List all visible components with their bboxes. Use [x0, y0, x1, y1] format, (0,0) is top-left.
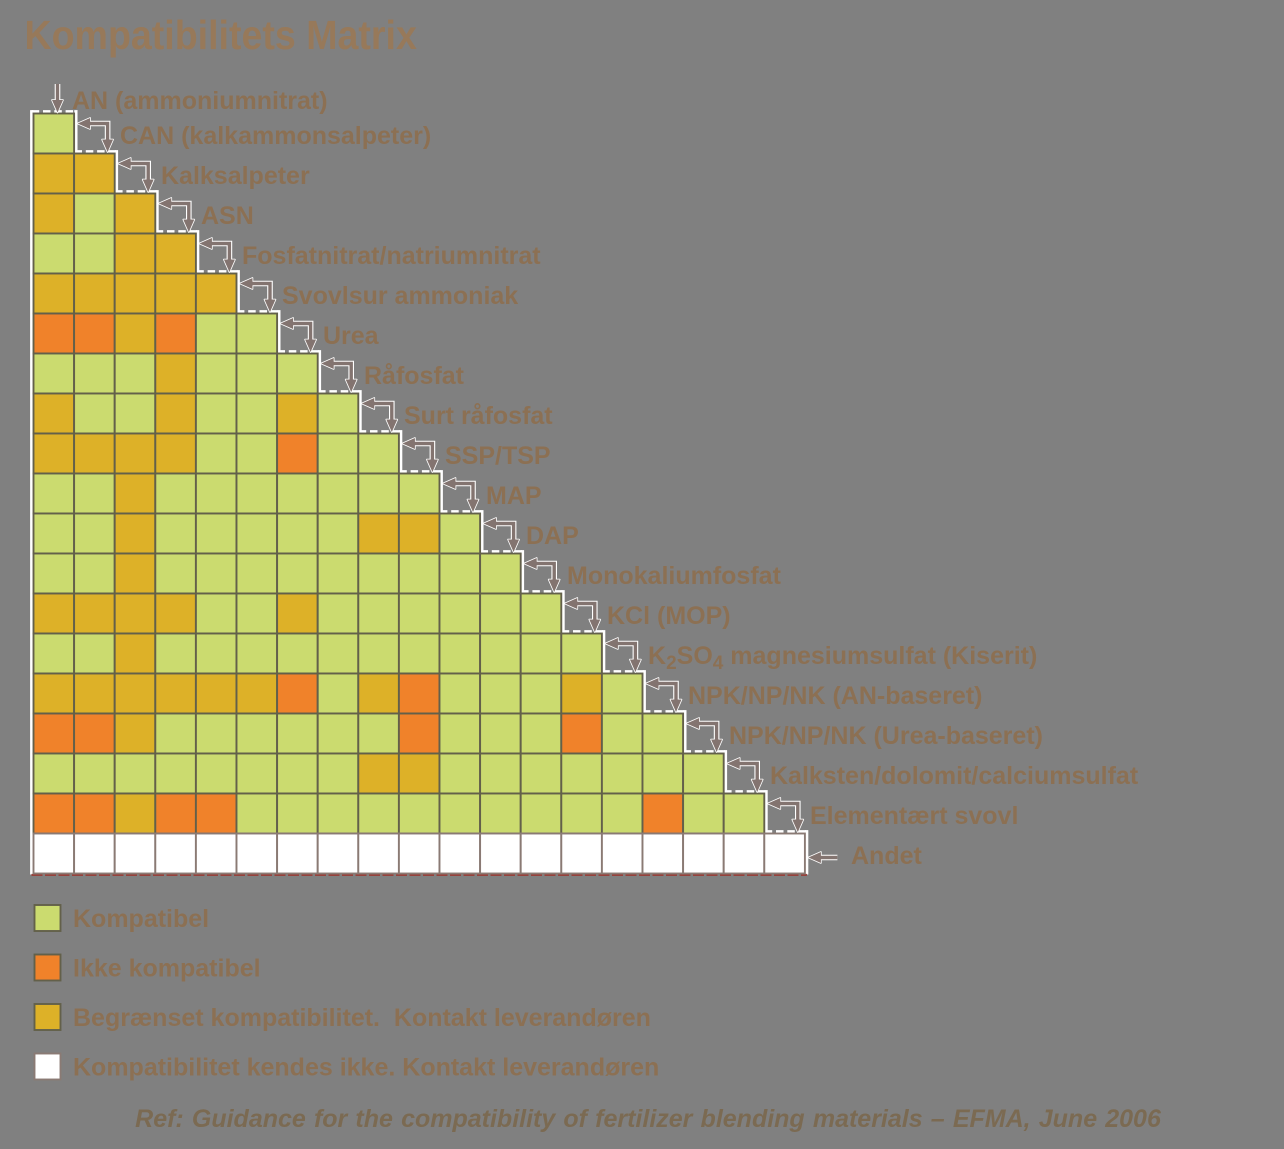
svg-text:Svovlsur ammoniak: Svovlsur ammoniak [282, 282, 518, 310]
svg-text:K2SO4 magnesiumsulfat (Kiserit: K2SO4 magnesiumsulfat (Kiserit) [648, 642, 1037, 674]
svg-text:Kompatibilitets Matrix: Kompatibilitets Matrix [24, 14, 417, 59]
svg-text:Surt råfosfat: Surt råfosfat [404, 402, 553, 430]
svg-text:MAP: MAP [486, 482, 542, 510]
svg-text:NPK/NP/NK (Urea-baseret): NPK/NP/NK (Urea-baseret) [729, 722, 1043, 750]
svg-text:Kompatibel: Kompatibel [73, 905, 209, 933]
svg-text:SSP/TSP: SSP/TSP [445, 442, 551, 470]
svg-text:Andet: Andet [851, 842, 923, 870]
svg-text:Ikke kompatibel: Ikke kompatibel [73, 955, 261, 983]
svg-text:Urea: Urea [323, 322, 380, 350]
svg-text:DAP: DAP [526, 522, 579, 550]
svg-text:AN (ammoniumnitrat): AN (ammoniumnitrat) [72, 87, 328, 115]
svg-text:KCl (MOP): KCl (MOP) [607, 602, 731, 630]
svg-text:Kalksten/dolomit/calciumsulfat: Kalksten/dolomit/calciumsulfat [770, 762, 1139, 790]
svg-text:ASN: ASN [201, 202, 254, 230]
svg-text:Råfosfat: Råfosfat [364, 362, 465, 390]
svg-text:Kompatibilitet kendes ikke. Ko: Kompatibilitet kendes ikke. Kontakt leve… [73, 1054, 659, 1082]
svg-text:Ref: Guidance for the compatib: Ref: Guidance for the compatibility of f… [135, 1105, 1162, 1133]
svg-text:Elementært svovl: Elementært svovl [810, 802, 1018, 830]
svg-text:NPK/NP/NK (AN-baseret): NPK/NP/NK (AN-baseret) [688, 682, 982, 710]
svg-text:Kalksalpeter: Kalksalpeter [161, 162, 310, 190]
svg-text:Begrænset kompatibilitet. Kon: Begrænset kompatibilitet. Kontakt levera… [73, 1004, 651, 1032]
svg-text:Fosfatnitrat/natriumnitrat: Fosfatnitrat/natriumnitrat [242, 242, 541, 270]
svg-text:Monokaliumfosfat: Monokaliumfosfat [567, 562, 782, 590]
svg-text:CAN (kalkammonsalpeter): CAN (kalkammonsalpeter) [120, 122, 431, 150]
